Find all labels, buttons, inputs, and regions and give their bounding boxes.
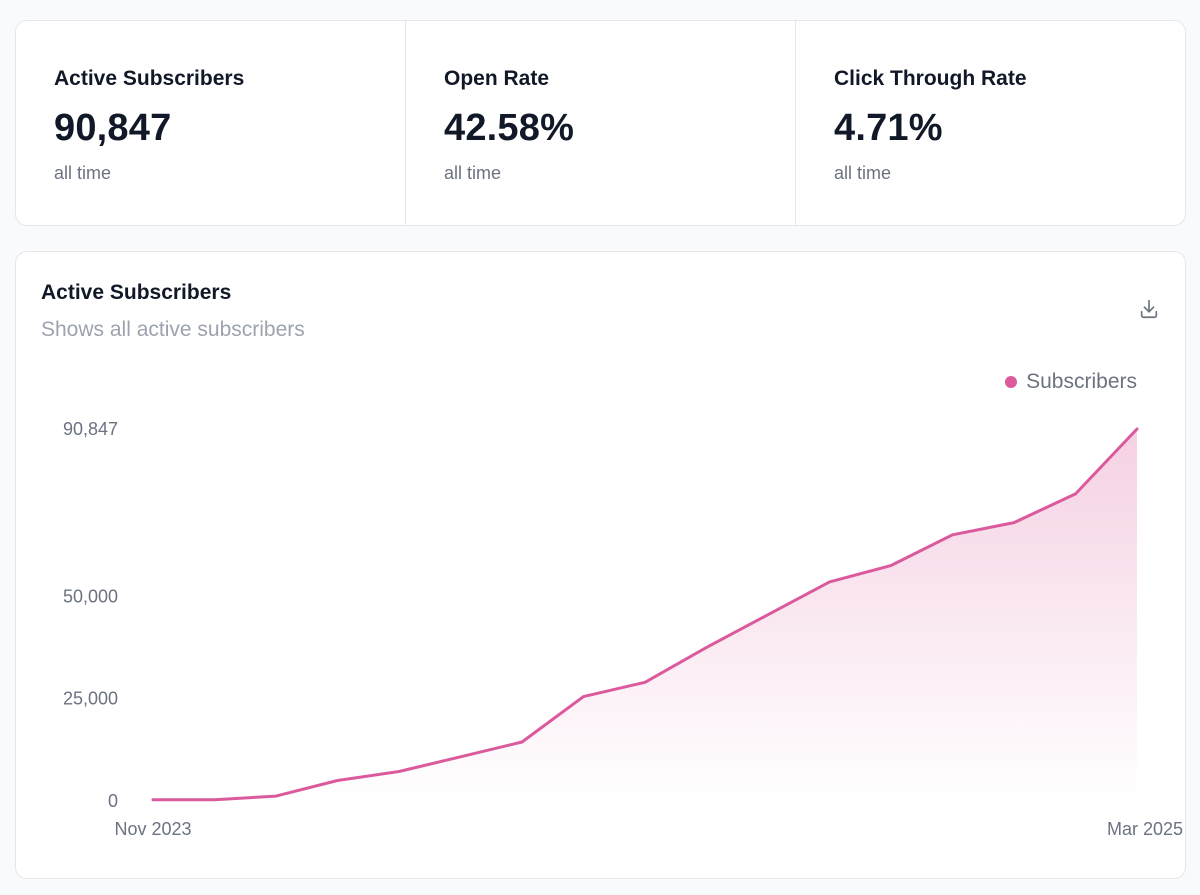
y-tick-label: 90,847 (63, 419, 118, 439)
data-point (1074, 492, 1078, 496)
y-tick-label: 0 (108, 791, 118, 811)
data-point (951, 533, 955, 537)
x-tick-label: Mar 2025 (1107, 819, 1183, 839)
stat-label: Click Through Rate (834, 67, 1027, 90)
stat-open-rate: Open Rate 42.58% all time (406, 21, 796, 225)
chart-plot: 0 25,000 50,000 90,847 Nov 2023 Mar 2025 (63, 419, 1183, 839)
y-tick-label: 50,000 (63, 586, 118, 606)
x-tick-label: Nov 2023 (114, 819, 191, 839)
data-point (397, 770, 401, 774)
download-button[interactable] (1134, 294, 1164, 324)
data-point (520, 740, 524, 744)
x-axis: Nov 2023 Mar 2025 (114, 819, 1183, 839)
legend-swatch (1005, 376, 1018, 388)
stat-period: all time (444, 163, 502, 183)
data-point (705, 645, 709, 649)
data-point (151, 798, 155, 802)
chart-card: Active Subscribers Shows all active subs… (15, 251, 1186, 879)
data-point (643, 680, 647, 684)
data-point (336, 779, 340, 783)
series-area (153, 429, 1137, 801)
stat-label: Active Subscribers (54, 67, 245, 90)
data-point (1012, 521, 1016, 525)
data-point (889, 564, 893, 568)
legend-label: Subscribers (1026, 370, 1137, 393)
stat-active-subscribers: Active Subscribers 90,847 all time (16, 21, 406, 225)
chart-subtitle: Shows all active subscribers (41, 318, 305, 341)
data-point (274, 794, 278, 798)
y-axis: 0 25,000 50,000 90,847 (63, 419, 118, 811)
chart-title: Active Subscribers (41, 281, 232, 304)
data-point (828, 580, 832, 584)
stat-period: all time (54, 163, 112, 183)
stat-period: all time (834, 163, 892, 183)
series-line (151, 427, 1139, 802)
stat-click-through-rate: Click Through Rate 4.71% all time (796, 21, 1185, 225)
data-point (459, 755, 463, 759)
stat-value: 4.71% (834, 107, 943, 149)
download-icon (1140, 299, 1158, 319)
y-tick-label: 25,000 (63, 689, 118, 709)
stat-value: 42.58% (444, 107, 575, 149)
chart-legend: Subscribers (1005, 370, 1137, 394)
data-point (1135, 427, 1139, 431)
data-point (582, 695, 586, 699)
stat-label: Open Rate (444, 67, 550, 90)
data-point (766, 613, 770, 617)
stats-card: Active Subscribers 90,847 all time Open … (15, 20, 1186, 226)
stat-value: 90,847 (54, 107, 172, 149)
data-point (213, 798, 217, 802)
